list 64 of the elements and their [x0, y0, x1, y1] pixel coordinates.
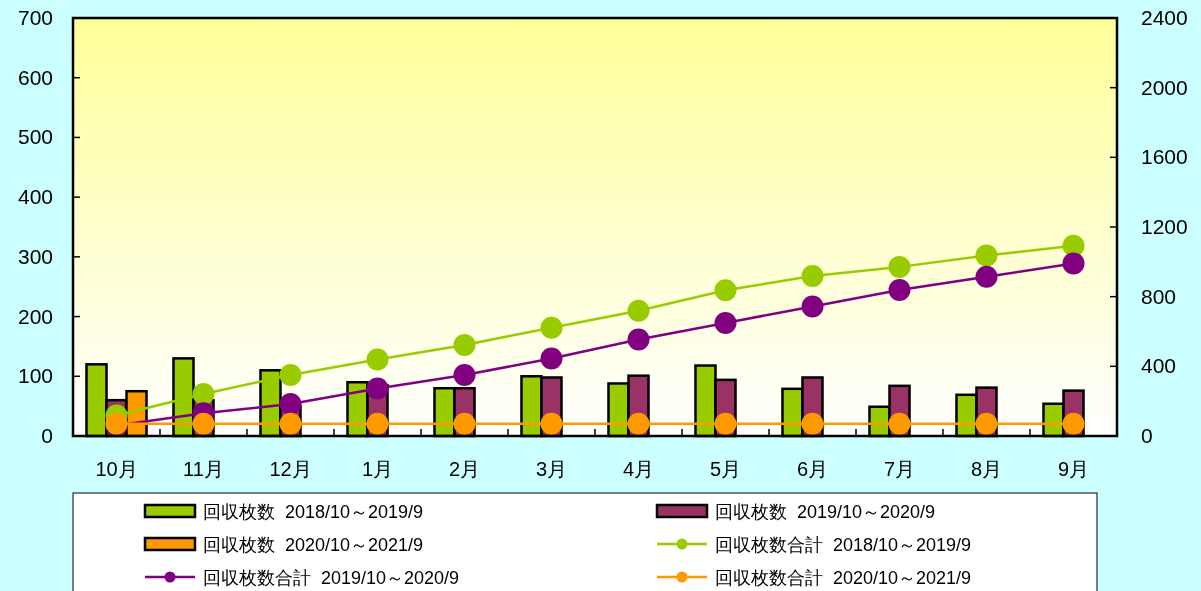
y-tick-label: 700	[17, 6, 53, 29]
point	[540, 412, 563, 435]
legend-label: 回収枚数合計 2019/10～2020/9	[203, 568, 460, 588]
x-tick-label: 8月	[970, 458, 1003, 480]
legend-label: 回収枚数 2020/10～2021/9	[203, 535, 424, 555]
point	[714, 311, 737, 334]
point	[540, 316, 563, 339]
y2-tick-label: 2400	[1141, 6, 1188, 29]
legend-label: 回収枚数 2018/10～2019/9	[203, 502, 424, 522]
point	[453, 412, 476, 435]
legend-label: 回収枚数合計 2018/10～2019/9	[715, 535, 972, 555]
point	[801, 412, 824, 435]
legend-label: 回収枚数合計 2020/10～2021/9	[715, 568, 972, 588]
y-tick-label: 300	[17, 244, 53, 268]
x-tick-label: 10月	[95, 458, 138, 480]
y-tick-label: 600	[17, 65, 53, 89]
point	[627, 328, 650, 351]
x-tick-label: 5月	[709, 458, 742, 480]
point	[279, 412, 302, 435]
point	[714, 279, 737, 302]
point	[714, 412, 737, 435]
y2-tick-label: 1600	[1141, 145, 1188, 169]
point	[975, 265, 998, 288]
point	[627, 412, 650, 435]
x-tick-label: 3月	[535, 458, 568, 480]
y2-tick-label: 2000	[1141, 75, 1188, 99]
y2-tick-label: 400	[1141, 354, 1177, 378]
point	[279, 364, 302, 387]
point	[192, 412, 215, 435]
y-tick-label: 0	[41, 424, 53, 447]
x-tick-label: 6月	[796, 458, 829, 480]
x-tick-label: 2月	[448, 458, 481, 480]
y2-tick-label: 0	[1141, 424, 1153, 447]
point	[1062, 252, 1085, 275]
point	[1062, 412, 1085, 435]
point	[975, 412, 998, 435]
y-tick-label: 200	[17, 304, 53, 328]
point	[192, 383, 215, 406]
x-tick-label: 9月	[1057, 458, 1090, 480]
x-tick-label: 4月	[622, 458, 655, 480]
y2-tick-label: 800	[1141, 284, 1177, 308]
point	[801, 264, 824, 287]
y-tick-label: 400	[17, 185, 53, 209]
point	[975, 244, 998, 267]
point	[888, 255, 911, 278]
point	[279, 392, 302, 415]
x-tick-label: 11月	[183, 458, 224, 480]
point	[366, 348, 389, 371]
y-tick-label: 100	[17, 364, 53, 388]
point	[453, 333, 476, 356]
point	[627, 299, 650, 322]
point	[366, 377, 389, 400]
legend-label: 回収枚数 2019/10～2020/9	[715, 502, 936, 522]
x-tick-label: 7月	[883, 458, 916, 480]
x-tick-label: 1月	[361, 458, 394, 480]
point	[453, 364, 476, 387]
point	[801, 295, 824, 318]
x-tick-label: 12月	[269, 458, 312, 480]
point	[888, 279, 911, 302]
y-tick-label: 500	[17, 125, 53, 149]
point	[366, 412, 389, 435]
y2-tick-label: 1200	[1141, 215, 1188, 238]
point	[888, 412, 911, 435]
point	[540, 347, 563, 370]
